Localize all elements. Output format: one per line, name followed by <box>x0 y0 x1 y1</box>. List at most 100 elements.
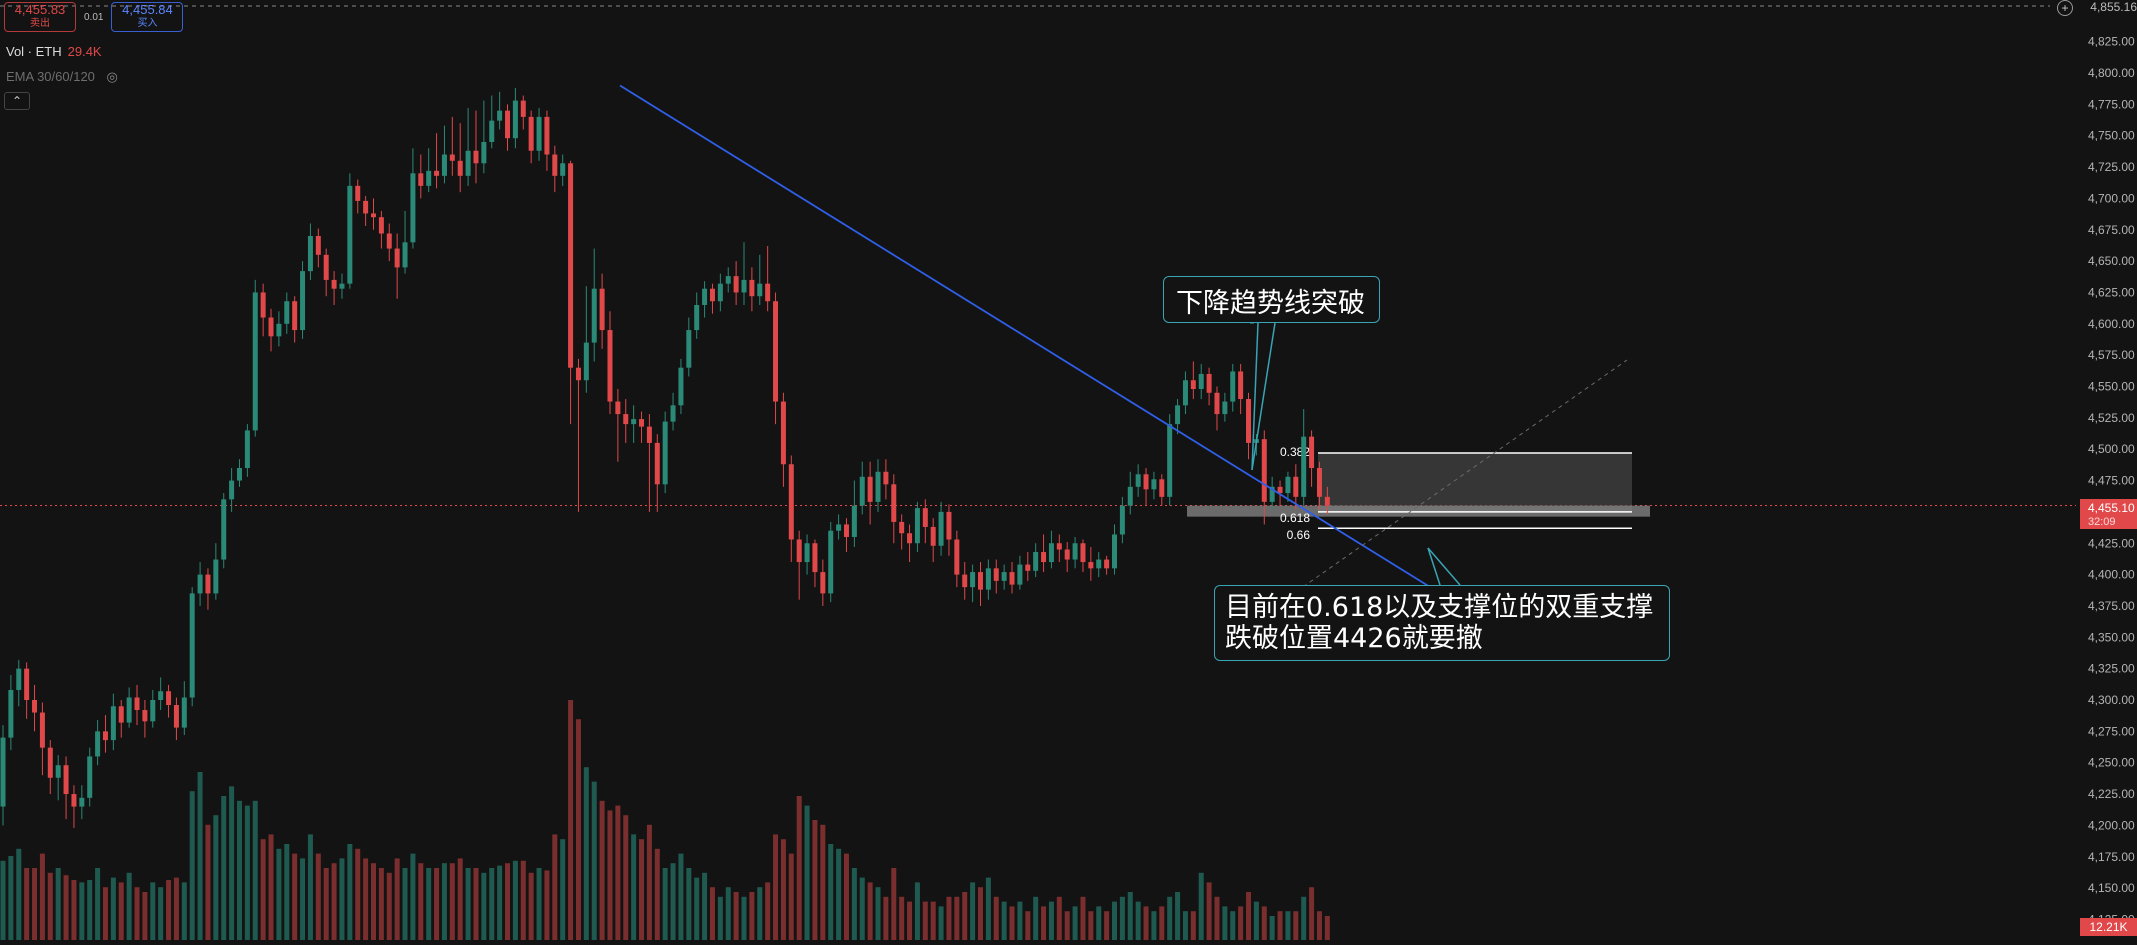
volume-bar <box>812 820 818 940</box>
trendline-break-callout[interactable]: 下降趋势线突破 <box>1163 276 1380 323</box>
add-alert-icon[interactable]: + <box>2057 0 2073 16</box>
volume-bar <box>702 872 708 940</box>
volume-bar <box>47 872 53 940</box>
candle-body <box>1316 468 1322 497</box>
price-tick-label: 4,475.00 <box>2088 474 2135 488</box>
chevron-up-icon: ⌃ <box>11 94 23 108</box>
candle-body <box>47 747 53 778</box>
volume-bar <box>575 719 581 940</box>
candle-body <box>1096 559 1102 569</box>
candle-body <box>1293 476 1299 497</box>
candle-body <box>946 511 952 540</box>
candle-body <box>1159 479 1165 497</box>
volume-legend-value: 29.4K <box>67 44 102 59</box>
candle-body <box>300 271 306 331</box>
support-callout[interactable]: 目前在0.618以及支撑位的双重支撑 跌破位置4426就要撤 <box>1214 585 1670 661</box>
drawing-lines[interactable] <box>619 84 1628 630</box>
support-band <box>1187 505 1650 517</box>
volume-bar <box>631 834 637 940</box>
volume-bar <box>118 882 124 940</box>
candle-body <box>339 283 345 289</box>
candle-body <box>1277 486 1283 494</box>
candle-body <box>1064 549 1070 560</box>
volume-bar <box>1285 911 1291 940</box>
volume-bar <box>733 892 739 940</box>
price-tick-label: 4,700.00 <box>2088 191 2135 205</box>
volume-bar <box>725 887 731 940</box>
candles[interactable] <box>0 88 1330 828</box>
candle-body <box>583 342 589 381</box>
volume-bar <box>63 875 69 940</box>
callout-pointer-2 <box>1427 547 1441 586</box>
candle-body <box>71 794 77 807</box>
current-price-label: 4,455.10 32:09 <box>2080 499 2137 529</box>
candle-body <box>1025 564 1031 571</box>
candle-body <box>615 401 621 415</box>
sell-button[interactable]: 4,455.83 卖出 <box>4 2 76 32</box>
current-volume-label: 12.21K <box>2080 918 2137 936</box>
candle-body <box>812 543 818 573</box>
volume-bar <box>292 853 298 940</box>
candle-body <box>702 288 708 305</box>
candle-body <box>733 276 739 293</box>
candle-body <box>315 236 321 255</box>
candle-body <box>796 539 802 563</box>
volume-bar <box>985 877 991 940</box>
candle-body <box>552 154 558 176</box>
volume-bar <box>1033 896 1039 940</box>
collapse-legend-button[interactable]: ⌃ <box>4 92 30 110</box>
candle-body <box>505 110 511 139</box>
candle-body <box>465 150 471 176</box>
volume-bar <box>1135 901 1141 940</box>
candle-body <box>102 731 108 741</box>
volume-bar <box>497 865 503 940</box>
candle-body <box>1143 474 1149 490</box>
volume-bar <box>836 848 842 940</box>
buy-button[interactable]: 4,455.84 买入 <box>111 2 184 32</box>
volume-bar <box>323 868 329 940</box>
candle-body <box>757 283 763 297</box>
volume-bar <box>662 868 668 940</box>
price-axis[interactable]: 4,825.00 4,800.00 4,775.00 4,750.00 4,725.00… <box>2076 0 2137 945</box>
candle-body <box>930 526 936 546</box>
candle-body <box>63 765 69 795</box>
candle-body <box>418 173 424 186</box>
volume-bar <box>236 800 242 940</box>
current-price-value: 4,455.10 <box>2088 501 2135 515</box>
buy-price: 4,455.84 <box>122 2 173 17</box>
price-tick-label: 4,725.00 <box>2088 160 2135 174</box>
volume-bar <box>110 877 116 940</box>
candle-body <box>512 100 518 139</box>
candle-body <box>891 484 897 522</box>
volume-bar <box>355 848 361 940</box>
volume-bar <box>1048 901 1054 940</box>
ema-legend[interactable]: EMA 30/60/120 ◎ <box>6 69 118 85</box>
support-text-line1: 目前在0.618以及支撑位的双重支撑 <box>1225 592 1654 623</box>
volume-bar <box>568 700 574 940</box>
volume-bar <box>410 853 416 940</box>
volume-bar <box>1230 911 1236 940</box>
volume-bar <box>371 863 377 940</box>
volume-legend[interactable]: Vol · ETH 29.4K <box>6 44 102 59</box>
eye-hidden-icon[interactable]: ◎ <box>106 69 118 84</box>
candle-body <box>1104 559 1110 569</box>
price-tick-label: 4,250.00 <box>2088 756 2135 770</box>
volume-bar <box>150 882 156 940</box>
candle-body <box>977 572 983 590</box>
candle-body <box>236 468 242 481</box>
candle-body <box>197 574 203 594</box>
price-tick-label: 4,225.00 <box>2088 787 2135 801</box>
candle-body <box>686 330 692 368</box>
volume-bar <box>1119 896 1125 940</box>
volume-bar <box>938 906 944 940</box>
candle-body <box>780 401 786 465</box>
volume-bar <box>1293 911 1299 940</box>
candle-body <box>1246 399 1252 443</box>
volume-bar <box>1269 916 1275 940</box>
volume-bar <box>1056 896 1062 940</box>
volume-bar <box>457 858 463 940</box>
volume-bar <box>473 868 479 940</box>
candle-body <box>1269 486 1275 502</box>
candle-body <box>1167 424 1173 497</box>
